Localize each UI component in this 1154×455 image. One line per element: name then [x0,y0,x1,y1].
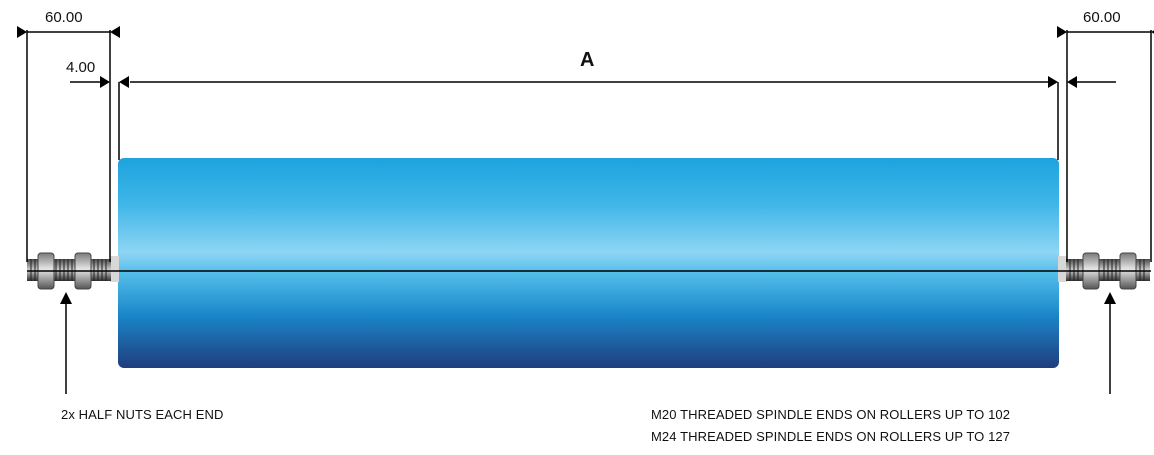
note-spindle-m24: M24 THREADED SPINDLE ENDS ON ROLLERS UP … [651,429,1011,444]
extension-lines [26,30,1152,262]
right-end-cap [1058,256,1067,282]
dimension-face-length: A [580,49,595,71]
arrowheads [17,26,1154,88]
dimension-left-shaft: 60.00 [45,9,83,26]
dimension-right-shaft: 60.00 [1083,9,1121,26]
note-spindle-m20: M20 THREADED SPINDLE ENDS ON ROLLERS UP … [651,407,1011,422]
roller-body [118,158,1059,368]
left-end-cap [110,256,119,282]
note-half-nuts: 2x HALF NUTS EACH END [61,407,224,422]
leader-lines [60,292,1116,394]
dimension-left-gap: 4.00 [66,59,96,76]
